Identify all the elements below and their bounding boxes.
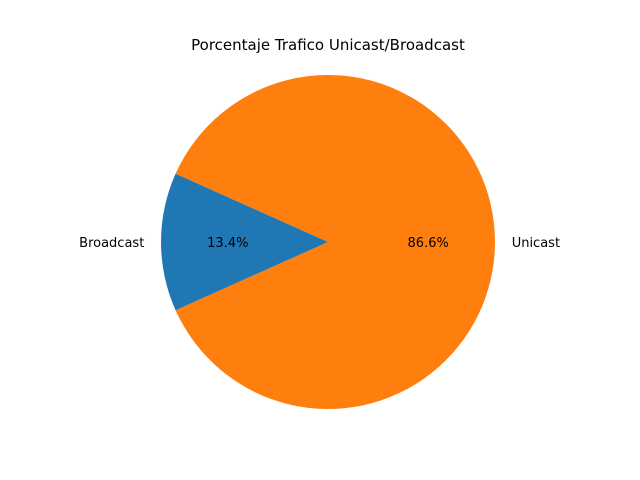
pie-labels: Unicast 86.6% Broadcast 13.4%: [79, 236, 560, 251]
pie-slices: [161, 74, 496, 409]
pct-label-broadcast: 13.4%: [207, 236, 248, 251]
chart-title: Porcentaje Trafico Unicast/Broadcast: [191, 36, 465, 54]
slice-label-unicast: Unicast: [512, 236, 560, 251]
slice-label-broadcast: Broadcast: [79, 236, 144, 251]
pie-slice-unicast: [175, 74, 496, 409]
pct-label-unicast: 86.6%: [408, 236, 449, 251]
pie-slice-broadcast: [161, 173, 328, 311]
